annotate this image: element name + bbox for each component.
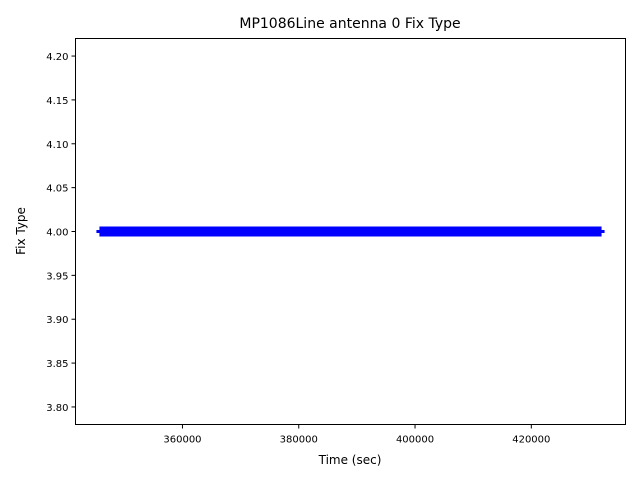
y-tick-label: 4.20 <box>46 52 68 63</box>
x-tick-label: 380000 <box>280 435 318 446</box>
series-markers <box>99 226 602 237</box>
x-tick-label: 400000 <box>396 435 434 446</box>
y-tick-label: 4.15 <box>46 96 68 107</box>
y-tick-label: 3.85 <box>46 359 68 370</box>
y-tick-label: 3.90 <box>46 315 68 326</box>
x-tick-label: 420000 <box>512 435 550 446</box>
y-tick-label: 4.10 <box>46 140 68 151</box>
x-tick-label: 360000 <box>163 435 201 446</box>
y-axis-label: Fix Type <box>14 207 28 255</box>
y-tick-label: 3.80 <box>46 403 68 414</box>
y-tick-label: 3.95 <box>46 271 68 282</box>
y-tick-label: 4.05 <box>46 184 68 195</box>
plot-area <box>96 226 605 237</box>
chart-title: MP1086Line antenna 0 Fix Type <box>239 16 460 32</box>
x-axis-label: Time (sec) <box>318 453 382 467</box>
y-tick-label: 4.00 <box>46 228 68 239</box>
